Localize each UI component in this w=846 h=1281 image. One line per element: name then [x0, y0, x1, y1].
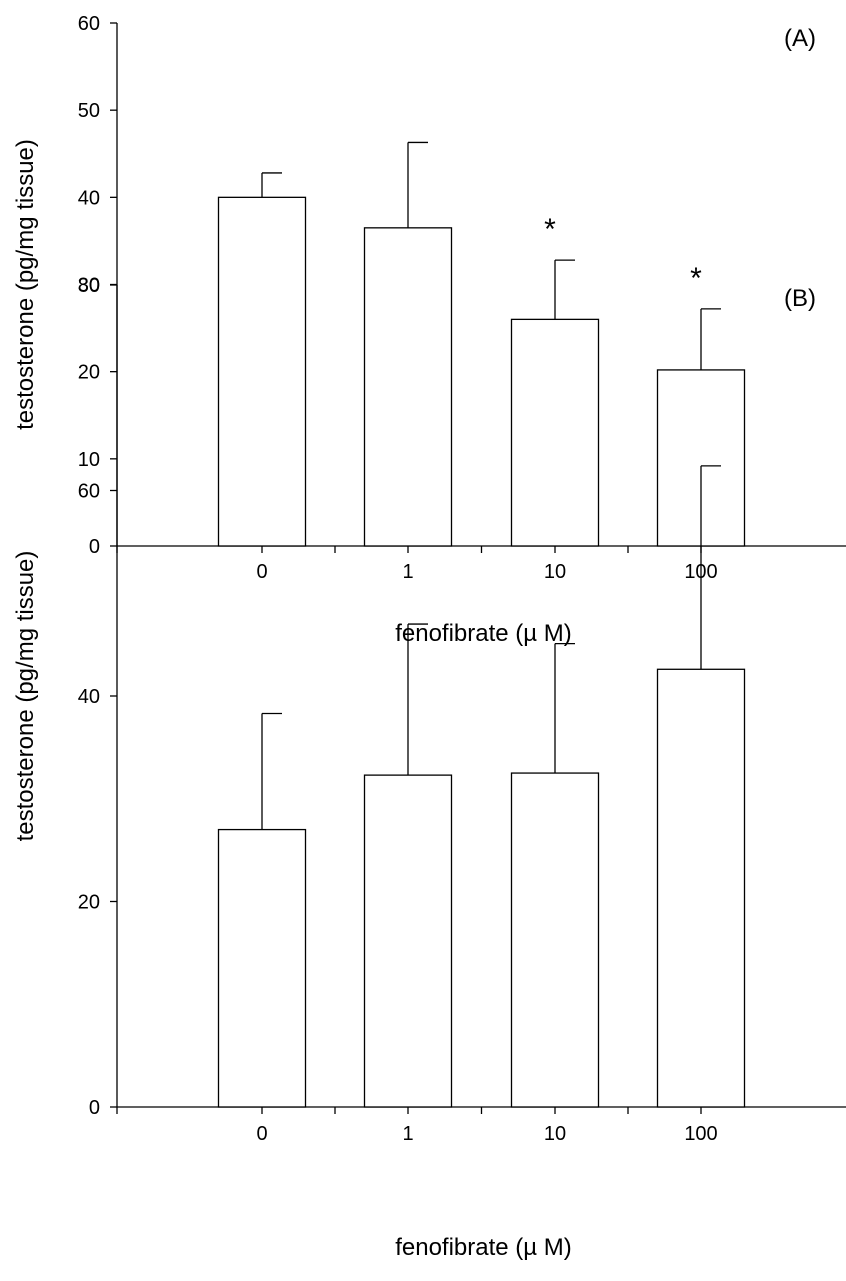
y-tick-label: 30: [78, 275, 100, 297]
significance-marker: *: [544, 213, 556, 246]
x-tick-label: 10: [544, 561, 566, 583]
x-tick-label: 100: [684, 1123, 717, 1145]
x-tick-label: 0: [256, 1123, 267, 1145]
y-tick-label: 50: [78, 100, 100, 122]
bar-1: [363, 774, 453, 1108]
x-tick-label: 1: [402, 561, 413, 583]
bar-0: [217, 828, 307, 1108]
y-tick-label: 60: [78, 13, 100, 35]
y-tick-label: 80: [78, 275, 100, 297]
x-tick-label: 10: [544, 1123, 566, 1145]
y-tick-label: 20: [78, 892, 100, 914]
bar-10: [510, 772, 600, 1108]
x-tick-label: 0: [256, 561, 267, 583]
y-tick-label: 40: [78, 187, 100, 209]
x-tick-label: 1: [402, 1123, 413, 1145]
y-axis-title: testosterone (pg/mg tissue): [12, 551, 39, 842]
y-tick-label: 10: [78, 449, 100, 471]
y-tick-label: 0: [89, 536, 100, 558]
panel-label: (B): [784, 285, 816, 312]
bar-0: [217, 196, 307, 547]
bar-10: [510, 318, 600, 547]
y-tick-label: 40: [78, 686, 100, 708]
y-tick-label: 20: [78, 362, 100, 384]
x-axis-title: fenofibrate (µ M): [395, 1234, 572, 1261]
y-tick-label: 60: [78, 481, 100, 503]
significance-marker: *: [690, 262, 702, 295]
y-tick-label: 0: [89, 1097, 100, 1119]
bar-100: [656, 668, 746, 1108]
y-axis-title: testosterone (pg/mg tissue): [12, 139, 39, 430]
panel-label: (A): [784, 25, 816, 52]
bar-1: [363, 227, 453, 547]
